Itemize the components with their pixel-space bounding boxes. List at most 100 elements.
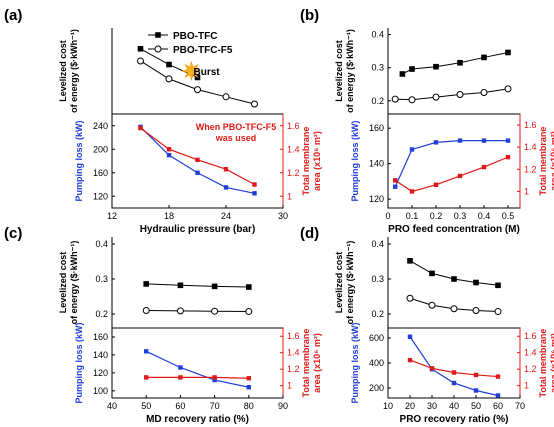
membrane-area-line <box>146 376 249 379</box>
bottom-left-axis-label: Pumping loss (kW) <box>350 120 360 201</box>
x-tick-label: 0.2 <box>430 211 443 221</box>
x-tick-label: 0.5 <box>502 211 515 221</box>
x-tick-label: 30 <box>278 211 288 221</box>
membrane-area-point <box>481 164 487 170</box>
top-y-tick-label: 0.3 <box>371 63 384 73</box>
panel-label: (b) <box>300 7 319 24</box>
x-axis-label: PRO feed concentration (M) <box>388 224 520 235</box>
bottom-left-tick-label: 120 <box>93 368 108 378</box>
bottom-left-tick-label: 160 <box>369 123 384 133</box>
top-series-point <box>495 282 501 289</box>
membrane-area-point <box>138 125 143 131</box>
membrane-area-point <box>252 182 257 187</box>
top-series-point <box>166 61 172 68</box>
membrane-area-point <box>212 375 217 380</box>
top-series-point <box>194 86 201 94</box>
x-tick-label: 60 <box>493 401 503 411</box>
burst-label: Burst <box>194 67 221 78</box>
top-series-point <box>211 307 219 315</box>
bottom-right-axis-label: Total membrane <box>538 329 548 398</box>
x-tick-label: 0.3 <box>454 211 467 221</box>
x-tick-label: 0.4 <box>478 211 491 221</box>
bottom-left-tick-label: 120 <box>369 194 384 204</box>
membrane-area-point <box>246 376 251 381</box>
top-series-point <box>428 301 436 309</box>
top-y-tick-label: 0.2 <box>95 309 108 319</box>
top-series-point <box>165 75 173 83</box>
top-series-point <box>137 57 144 65</box>
bottom-right-tick-label: 1.2 <box>524 164 537 174</box>
legend-label: PBO-TFC-F5 <box>173 45 233 56</box>
bottom-left-tick-label: 400 <box>369 358 384 368</box>
membrane-area-point <box>195 157 200 163</box>
top-series-line <box>146 310 249 313</box>
bottom-right-tick-label: 1.2 <box>287 168 300 178</box>
top-y-tick-label: 0.2 <box>371 309 384 319</box>
x-tick-label: 30 <box>427 401 437 411</box>
top-series-point <box>429 270 435 277</box>
x-axis-label: MD recovery ratio (%) <box>146 414 249 425</box>
top-y-tick-label: 0.4 <box>371 239 384 249</box>
pumping-loss-point <box>144 349 149 354</box>
top-y-tick-label: 0.4 <box>371 30 384 40</box>
top-series-point <box>433 63 439 70</box>
top-series-point <box>480 89 488 96</box>
top-series-point <box>408 96 416 104</box>
bottom-left-tick-label: 200 <box>369 383 384 393</box>
top-series-point <box>143 281 149 287</box>
top-y-tick-label: 0.2 <box>371 96 384 106</box>
bottom-right-tick-label: 1.4 <box>287 144 300 154</box>
panels-group: (a)Levelized cost of energy ($·kWh⁻¹) PBO-… <box>4 7 554 425</box>
pumping-loss-point <box>178 365 183 370</box>
bottom-left-tick-label: 160 <box>93 332 108 342</box>
x-tick-label: 24 <box>221 211 231 221</box>
top-y-tick-label: 0.3 <box>371 274 384 284</box>
top-y-axis-label: of energy ($·kWh⁻¹) <box>69 241 79 325</box>
bottom-right-axis-label: area (x10⁶ m²) <box>549 131 554 191</box>
x-tick-label: 50 <box>141 401 151 411</box>
panel-2: (b) 0.2 0.3 0.4 Levelized cost of energy ($·k… <box>300 7 554 235</box>
legend-marker <box>155 32 161 38</box>
pumping-loss-point <box>495 393 501 398</box>
pumping-loss-point <box>457 138 463 143</box>
x-tick-label: 90 <box>278 401 288 411</box>
pumping-loss-point <box>246 385 251 390</box>
top-y-axis-label: Levelized cost <box>58 40 68 102</box>
top-y-axis-label: of energy ($·kWh⁻¹) <box>345 29 355 113</box>
burst-icon <box>181 60 202 82</box>
bottom-right-tick-label: 1 <box>524 381 529 391</box>
bottom-right-axis-label: area (x10⁶ m²) <box>312 131 322 191</box>
bottom-right-axis-label: Total membrane <box>301 329 311 398</box>
bottom-right-tick-label: 1.4 <box>524 348 537 358</box>
top-series-point <box>246 284 252 290</box>
panel-3: (c) 0.2 0.3 0.4 Levelized cost of energy ($·k… <box>4 225 322 425</box>
top-series-point <box>504 85 512 93</box>
pumping-loss-point <box>195 170 200 175</box>
membrane-area-line <box>394 156 509 193</box>
x-axis-label: Hydraulic pressure (bar) <box>140 224 256 235</box>
top-series-point <box>176 307 184 315</box>
bottom-right-tick-label: 1.2 <box>524 364 537 374</box>
top-series-point <box>142 307 150 314</box>
top-series-point <box>457 59 463 66</box>
panel-4: (d) 0.2 0.3 0.4 Levelized cost of energy ($·k… <box>300 225 554 425</box>
top-series-point <box>137 45 144 52</box>
bottom-right-tick-label: 1.6 <box>524 331 537 341</box>
x-tick-label: 12 <box>107 211 117 221</box>
pumping-loss-point <box>212 377 217 383</box>
bottom-left-axis-label: Pumping loss (kW) <box>74 322 84 403</box>
legend-marker <box>154 45 162 53</box>
top-series-point <box>494 308 502 316</box>
bottom-right-axis-label: Total membrane <box>538 127 548 196</box>
top-series-line <box>146 283 249 288</box>
bottom-left-tick-label: 240 <box>93 121 108 131</box>
top-series-point <box>505 49 511 56</box>
bottom-right-tick-label: 1.6 <box>524 120 537 130</box>
bottom-right-axis-label: area (x10⁶ m²) <box>549 333 554 393</box>
x-tick-label: 40 <box>449 401 459 411</box>
bottom-left-tick-label: 120 <box>93 191 108 201</box>
bottom-left-tick-label: 600 <box>369 333 384 343</box>
top-y-axis-label: Levelized cost <box>58 252 68 314</box>
top-series-point <box>251 100 258 108</box>
